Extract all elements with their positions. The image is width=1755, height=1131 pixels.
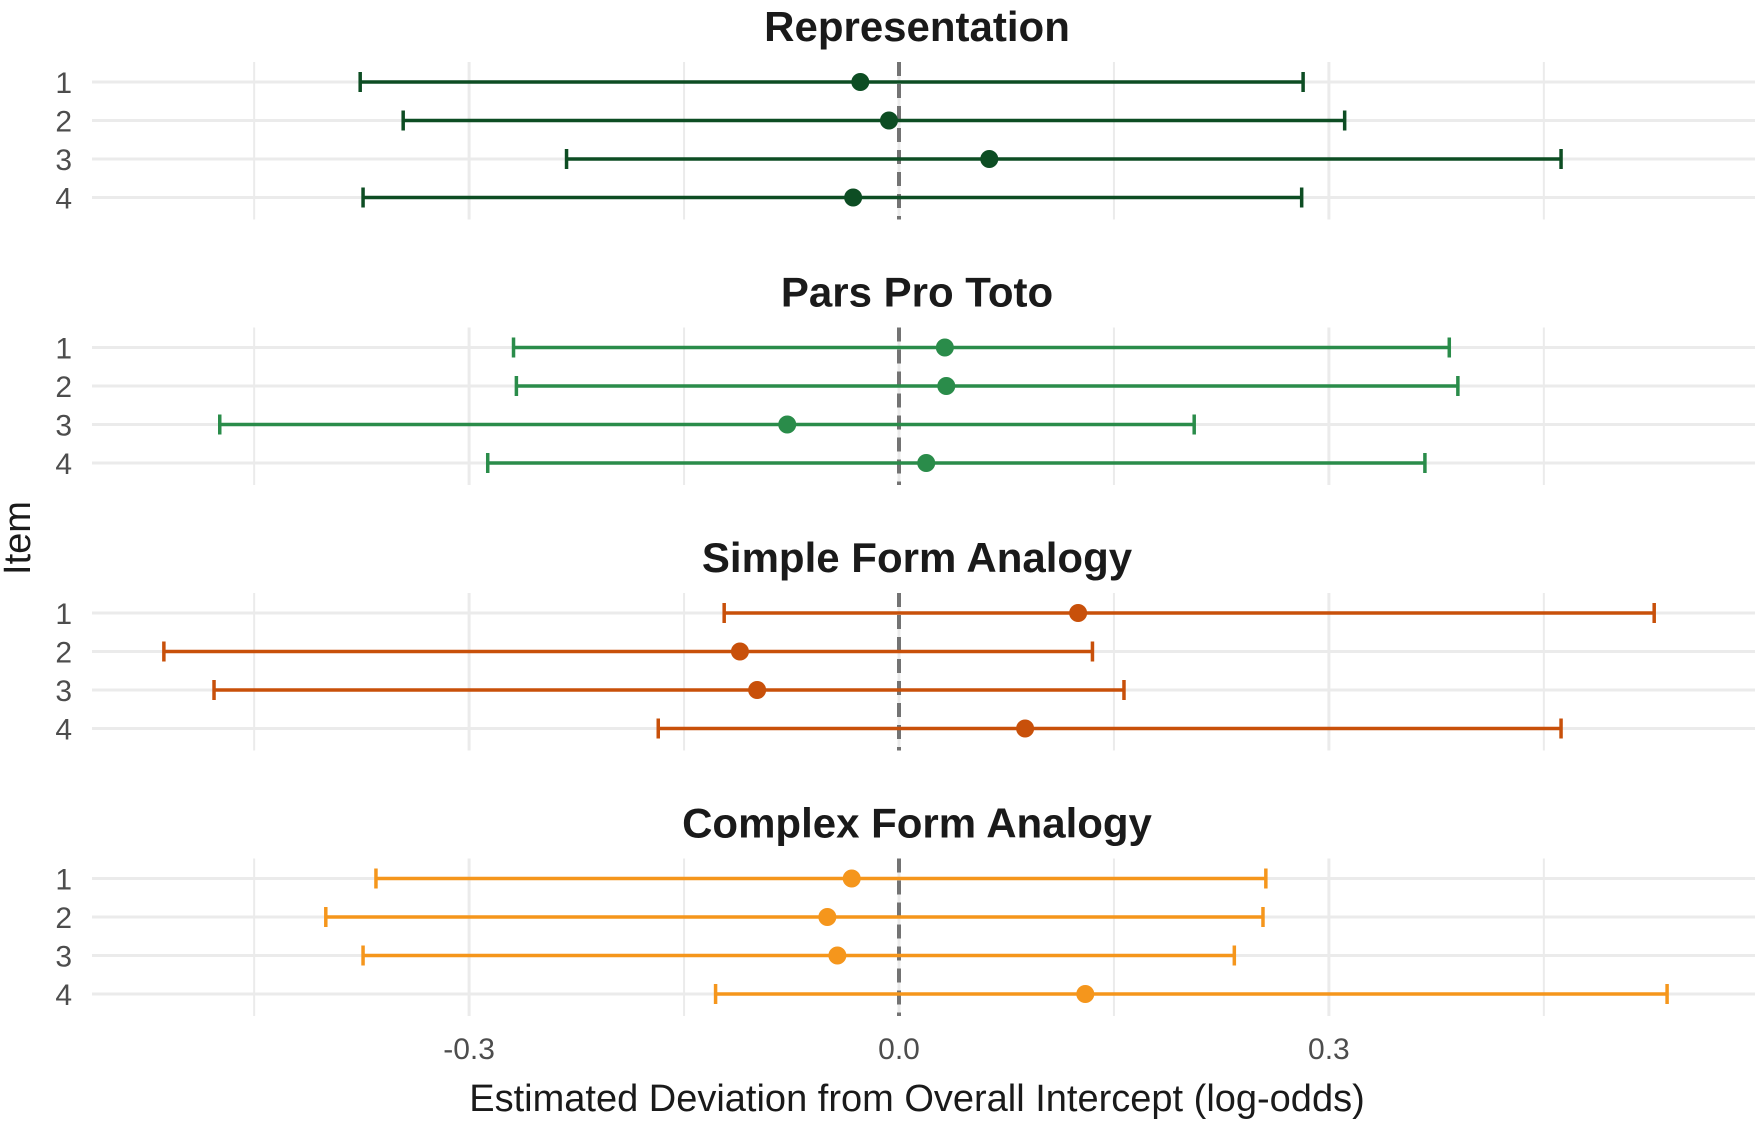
point-estimate <box>935 338 954 357</box>
y-tick-label: 2 <box>55 637 72 670</box>
y-tick-label: 1 <box>55 333 72 366</box>
point-estimate <box>980 150 999 168</box>
y-tick-label: 4 <box>55 979 72 1012</box>
point-estimate <box>917 454 936 472</box>
y-tick-label: 3 <box>55 941 72 974</box>
facet-title: Representation <box>764 3 1070 50</box>
y-tick-label: 4 <box>55 714 72 747</box>
point-estimate <box>730 642 749 661</box>
point-estimate <box>879 111 898 130</box>
point-estimate <box>1076 985 1095 1003</box>
y-tick-label: 1 <box>55 864 72 897</box>
y-tick-label: 4 <box>55 183 72 216</box>
text-layer: Representation 1 2 3 4 Pars Pro Toto 1 2 3 4 Simpl… <box>55 3 1349 1066</box>
point-estimate <box>828 946 847 965</box>
x-axis-title: Estimated Deviation from Overall Interce… <box>469 1078 1364 1120</box>
point-estimate <box>778 415 797 434</box>
point-estimate <box>851 73 870 91</box>
y-tick-label: 3 <box>55 144 72 177</box>
facet-title: Pars Pro Toto <box>781 269 1053 316</box>
y-tick-label: 4 <box>55 448 72 481</box>
point-estimate <box>1069 604 1088 622</box>
point-estimate <box>748 681 767 699</box>
y-axis-title: Item <box>0 501 39 575</box>
point-estimate <box>937 377 956 395</box>
y-tick-label: 1 <box>55 67 72 100</box>
point-estimate <box>842 869 861 888</box>
y-tick-label: 3 <box>55 410 72 443</box>
x-tick-label: -0.3 <box>443 1033 495 1066</box>
y-tick-label: 2 <box>55 902 72 935</box>
mark-layer <box>162 72 1669 1004</box>
point-estimate <box>818 908 837 926</box>
point-estimate <box>844 188 863 207</box>
y-tick-label: 1 <box>55 598 72 631</box>
x-tick-label: 0.3 <box>1308 1033 1350 1066</box>
point-estimate <box>1016 719 1035 738</box>
facet-title: Complex Form Analogy <box>682 800 1152 847</box>
x-tick-label: 0.0 <box>878 1033 920 1066</box>
facet-title: Simple Form Analogy <box>702 534 1133 581</box>
y-tick-label: 2 <box>55 106 72 139</box>
y-tick-label: 3 <box>55 675 72 708</box>
y-tick-label: 2 <box>55 371 72 404</box>
